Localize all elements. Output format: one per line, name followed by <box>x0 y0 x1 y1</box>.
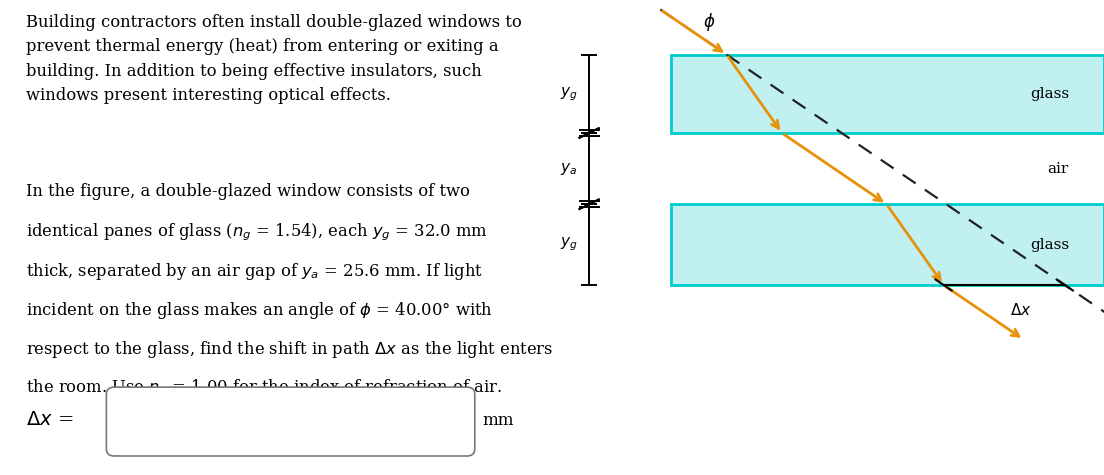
Text: respect to the glass, find the shift in path $\Delta x$ as the light enters: respect to the glass, find the shift in … <box>26 339 553 360</box>
Text: thick, separated by an air gap of $y_a$ = 25.6 mm. If light: thick, separated by an air gap of $y_a$ … <box>26 261 484 282</box>
Bar <box>671 55 1104 133</box>
Text: $\phi$: $\phi$ <box>703 11 715 33</box>
Bar <box>671 204 1104 285</box>
Text: Building contractors often install double-glazed windows to
prevent thermal ener: Building contractors often install doubl… <box>26 14 522 104</box>
Text: incident on the glass makes an angle of $\phi$ = 40.00$\degree$ with: incident on the glass makes an angle of … <box>26 300 493 321</box>
FancyBboxPatch shape <box>106 387 475 456</box>
Text: $\Delta x$ =: $\Delta x$ = <box>26 411 73 429</box>
Text: glass: glass <box>1030 238 1069 252</box>
Text: In the figure, a double-glazed window consists of two: In the figure, a double-glazed window co… <box>26 183 470 200</box>
Text: $y_g$: $y_g$ <box>560 85 577 103</box>
Text: identical panes of glass ($n_g$ = 1.54), each $y_g$ = 32.0 mm: identical panes of glass ($n_g$ = 1.54),… <box>26 222 488 243</box>
Text: the room. Use $n_a$ = 1.00 for the index of refraction of air.: the room. Use $n_a$ = 1.00 for the index… <box>26 378 502 397</box>
Text: mm: mm <box>482 412 514 429</box>
Text: $y_a$: $y_a$ <box>560 161 577 177</box>
Text: $\Delta x$: $\Delta x$ <box>1010 302 1031 318</box>
Text: air: air <box>1048 162 1069 176</box>
Text: $y_g$: $y_g$ <box>560 236 577 254</box>
Text: glass: glass <box>1030 87 1069 101</box>
